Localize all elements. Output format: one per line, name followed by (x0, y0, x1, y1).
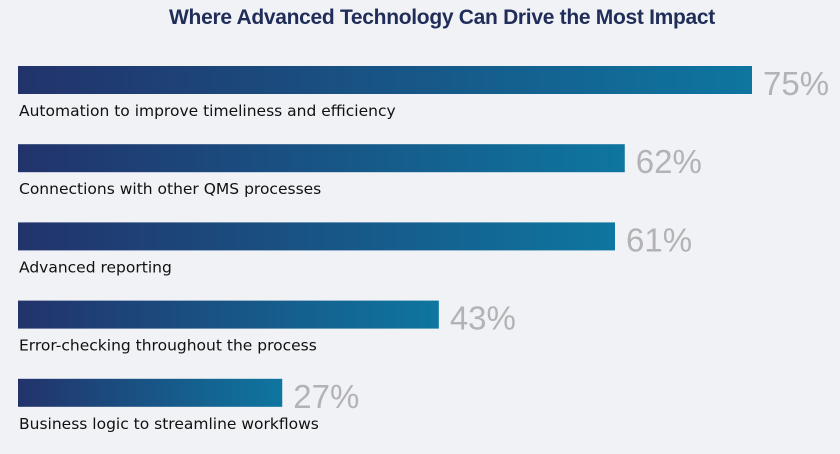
category-label-3: Advanced reporting (19, 258, 172, 276)
bar-3 (18, 222, 615, 251)
bar-4 (18, 300, 439, 329)
category-label-5: Business logic to streamline workflows (19, 415, 319, 433)
bars-group: 75% Automation to improve timeliness and … (18, 65, 829, 433)
value-label-1: 75% (763, 65, 829, 102)
bar-2 (18, 144, 625, 173)
value-label-2: 62% (636, 143, 702, 180)
category-label-2: Connections with other QMS processes (19, 180, 321, 198)
category-label-1: Automation to improve timeliness and eff… (19, 102, 396, 120)
value-label-5: 27% (293, 378, 359, 415)
value-label-3: 61% (626, 221, 692, 258)
value-label-4: 43% (450, 300, 516, 337)
bar-1 (18, 66, 752, 94)
bar-5 (18, 378, 283, 407)
chart-title: Where Advanced Technology Can Drive the … (169, 6, 715, 29)
category-label-4: Error-checking throughout the process (19, 337, 317, 355)
